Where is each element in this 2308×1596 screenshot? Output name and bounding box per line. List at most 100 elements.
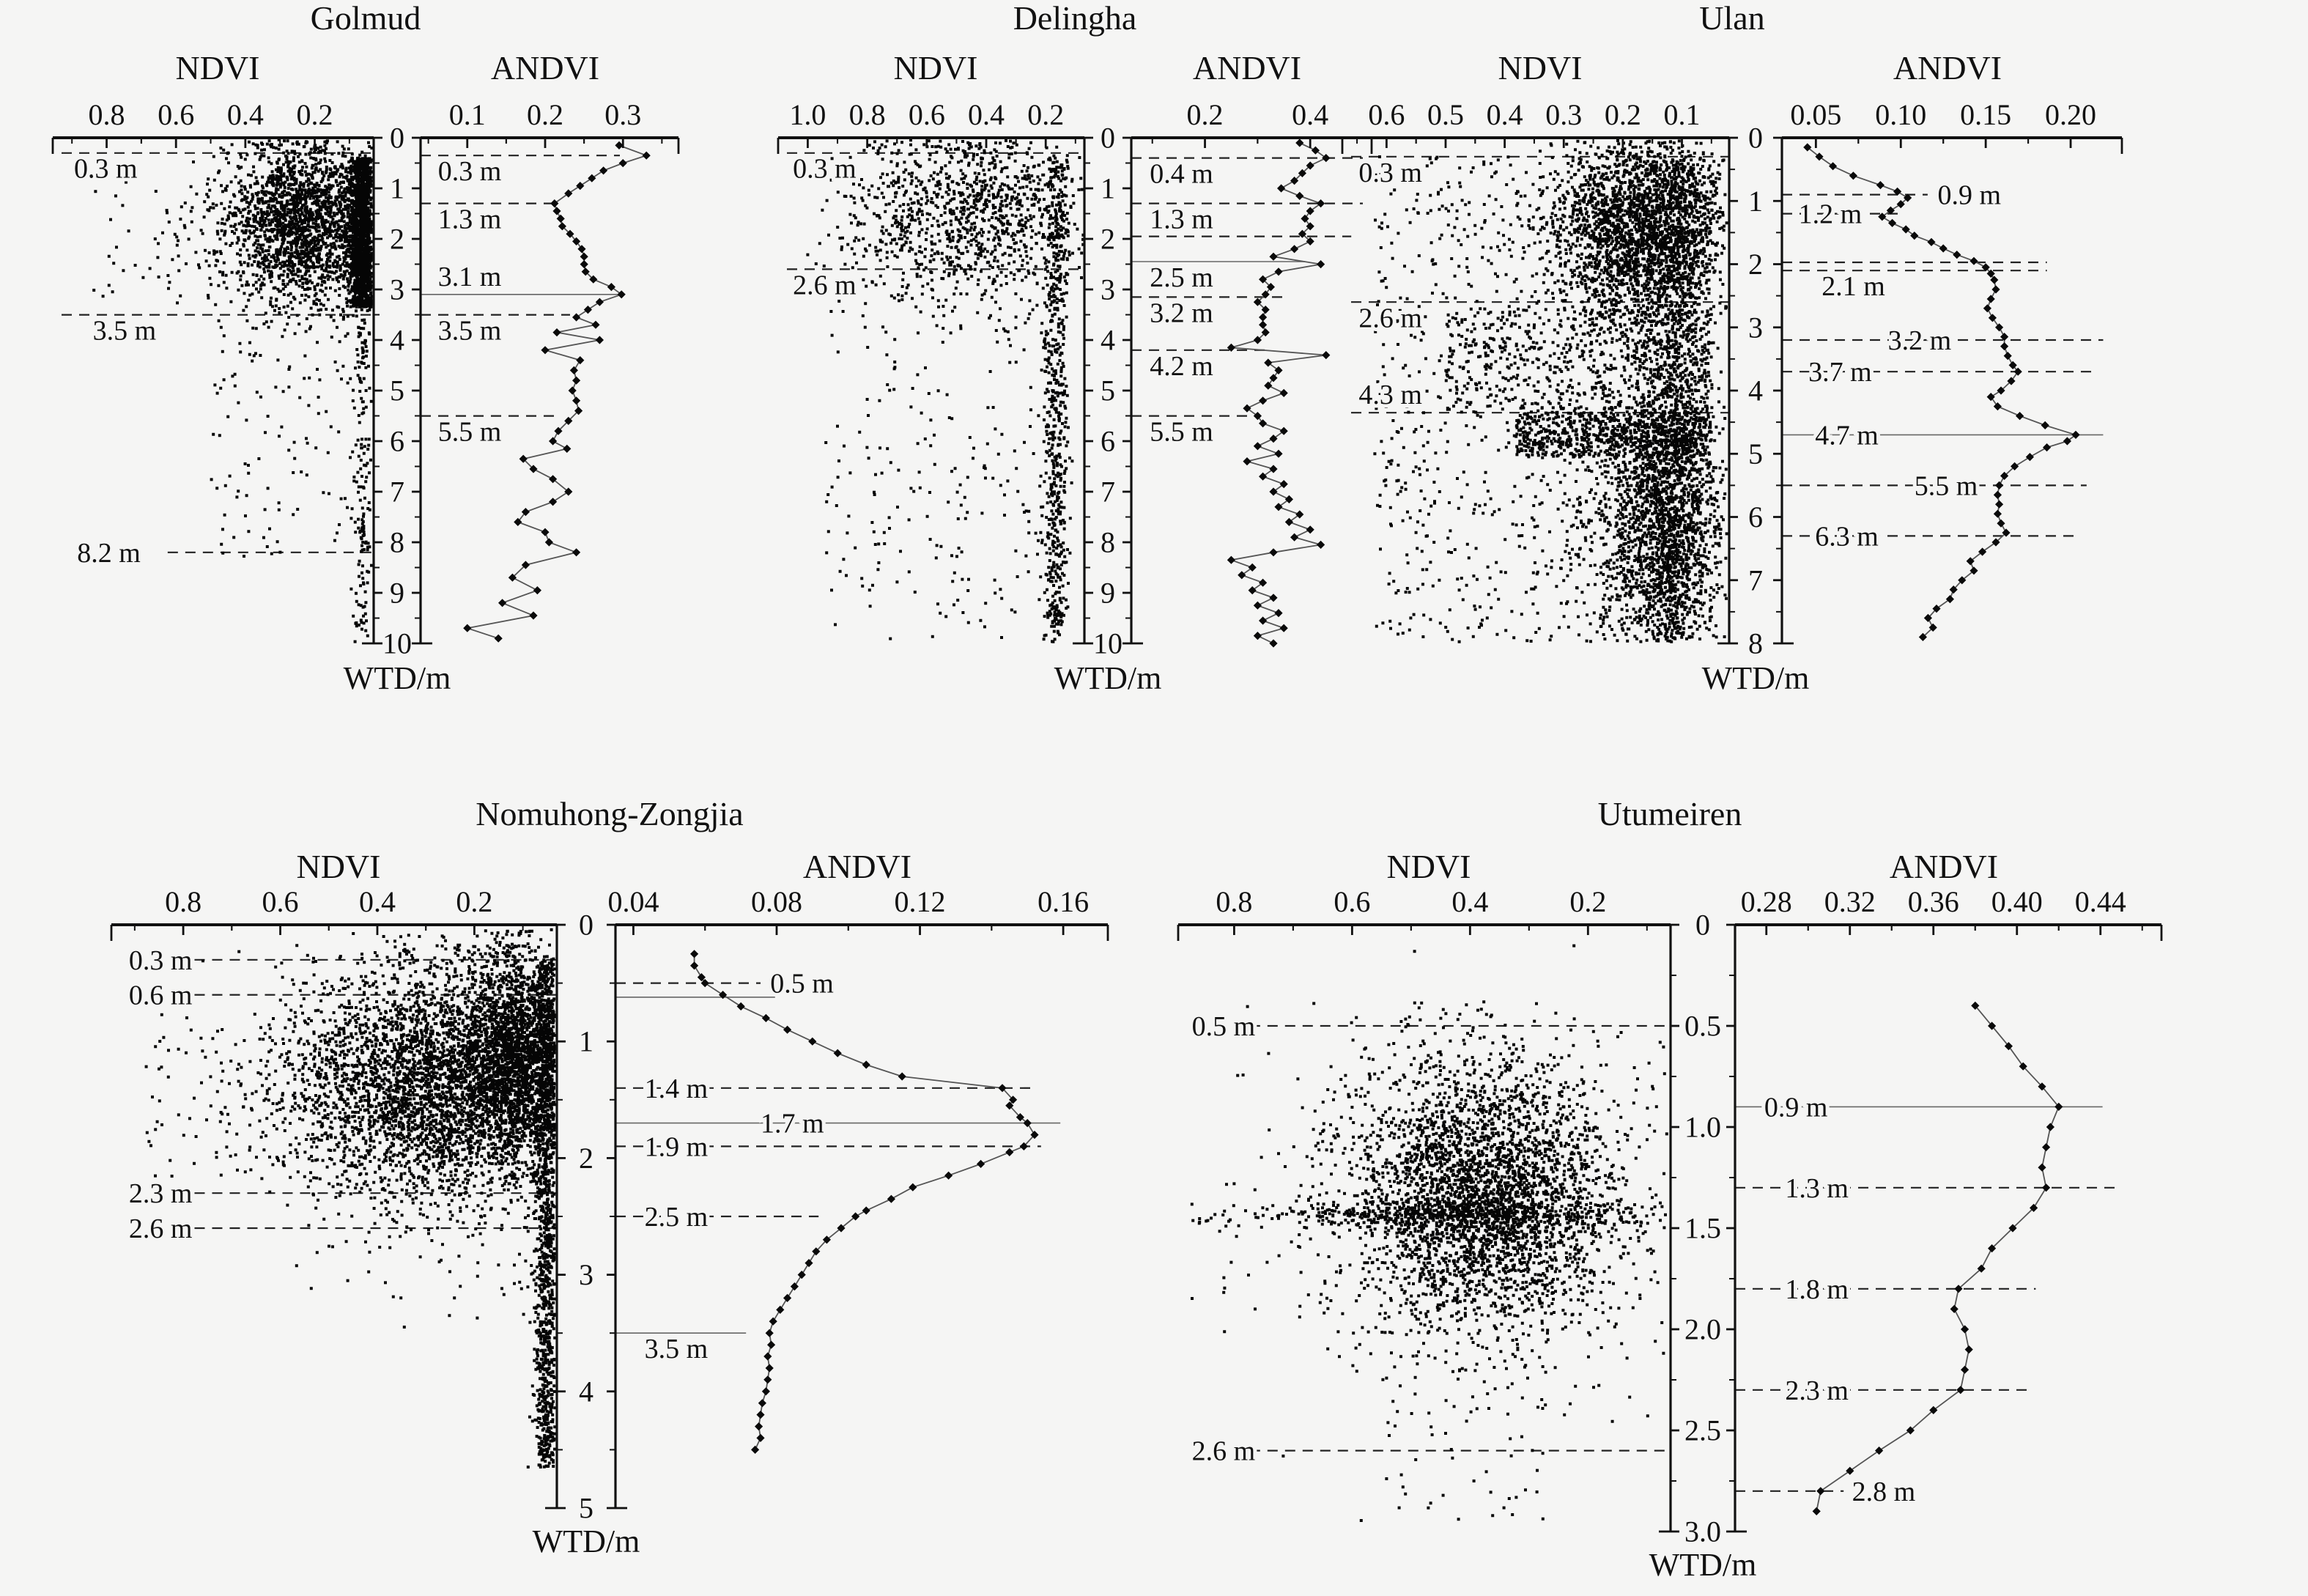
ndvi-axis-title: NDVI: [296, 849, 381, 885]
svg-text:0.9 m: 0.9 m: [1937, 180, 2001, 211]
svg-text:4.3 m: 4.3 m: [1358, 380, 1422, 410]
svg-text:2.6 m: 2.6 m: [1358, 303, 1422, 333]
svg-text:0.2: 0.2: [456, 885, 492, 918]
svg-text:2.3 m: 2.3 m: [1785, 1375, 1849, 1406]
tick-labels: 0.8 0.6 0.4 0.2 0.04 0.08 0.12 0.16 0 1 2 3 4 5: [165, 885, 1089, 1525]
svg-text:3.2 m: 3.2 m: [1888, 325, 1952, 356]
svg-text:2.6 m: 2.6 m: [793, 270, 857, 300]
svg-text:0.08: 0.08: [751, 885, 802, 918]
andvi-profile-markers: [690, 950, 1039, 1454]
svg-text:0.8: 0.8: [1216, 885, 1252, 918]
svg-text:0.3: 0.3: [604, 98, 641, 131]
svg-text:6: 6: [390, 425, 404, 458]
svg-text:0.3 m: 0.3 m: [74, 154, 138, 185]
svg-text:5: 5: [390, 374, 404, 407]
svg-text:7: 7: [390, 476, 404, 509]
andvi-axis-title: ANDVI: [1192, 50, 1302, 86]
ndvi-axis-title: NDVI: [1498, 50, 1583, 86]
svg-text:3.7 m: 3.7 m: [1808, 357, 1872, 388]
annotation-lines: [1249, 1024, 2120, 1492]
axes: [1341, 136, 2123, 645]
svg-text:8: 8: [1101, 526, 1115, 559]
svg-text:0.4: 0.4: [968, 98, 1005, 131]
svg-text:0.9 m: 0.9 m: [1764, 1092, 1828, 1123]
svg-text:3.5 m: 3.5 m: [438, 316, 502, 347]
svg-text:0.1: 0.1: [1664, 98, 1701, 131]
tick-labels: 0.8 0.6 0.4 0.2 0.1 0.2 0.3 0 1 2 3 4 5 6 7 8 9 10: [89, 98, 642, 660]
svg-text:0.4 m: 0.4 m: [1150, 159, 1213, 190]
andvi-axis-title: ANDVI: [802, 849, 912, 885]
svg-text:2.1 m: 2.1 m: [1821, 271, 1885, 302]
ndvi-axis-title: NDVI: [175, 50, 260, 86]
svg-text:0.6: 0.6: [158, 98, 194, 131]
svg-text:2.5 m: 2.5 m: [1150, 262, 1213, 293]
scatter-points: [89, 138, 374, 643]
andvi-axis-title: ANDVI: [490, 50, 600, 86]
svg-text:8.2 m: 8.2 m: [77, 538, 141, 569]
svg-text:0.3 m: 0.3 m: [1358, 158, 1422, 188]
svg-text:2: 2: [390, 223, 404, 256]
svg-text:1: 1: [1101, 172, 1115, 205]
svg-text:5.5 m: 5.5 m: [1915, 470, 1978, 501]
svg-text:0: 0: [390, 122, 404, 155]
andvi-profile-markers: [1812, 1001, 2063, 1515]
svg-text:2.3 m: 2.3 m: [129, 1178, 193, 1209]
svg-text:0.2: 0.2: [1187, 98, 1224, 131]
svg-text:0.5 m: 0.5 m: [770, 969, 834, 1000]
svg-text:1.8 m: 1.8 m: [1785, 1274, 1849, 1305]
andvi-profile-line: [693, 953, 1036, 1450]
svg-text:5: 5: [1748, 437, 1763, 470]
panel-group-utumeiren: Utumeiren NDVI ANDVI 0.8 0.6 0.4 0.2 0.28 0.3…: [1177, 781, 2163, 1596]
panel-group-delingha: Delingha NDVI ANDVI 1.0 0.8 0.6 0.4 0.2 0.2 0.…: [777, 0, 1373, 709]
svg-text:0.3 m: 0.3 m: [129, 945, 193, 976]
svg-text:0.4: 0.4: [359, 885, 396, 918]
wtd-axis-label: WTD/m: [343, 660, 451, 696]
panel-title: Ulan: [1699, 0, 1765, 37]
svg-text:0.3: 0.3: [1545, 98, 1582, 131]
svg-text:1.9 m: 1.9 m: [645, 1131, 709, 1162]
svg-text:0.6: 0.6: [1368, 98, 1405, 131]
svg-text:2.6 m: 2.6 m: [1192, 1436, 1256, 1467]
svg-text:2: 2: [579, 1142, 593, 1175]
svg-text:3.2 m: 3.2 m: [1150, 298, 1213, 328]
svg-text:0.16: 0.16: [1038, 885, 1089, 918]
panel-title: Utumeiren: [1597, 796, 1742, 832]
svg-text:1.3 m: 1.3 m: [438, 204, 502, 235]
svg-text:0.2: 0.2: [1027, 98, 1064, 131]
svg-text:1.5: 1.5: [1684, 1212, 1721, 1245]
svg-text:7: 7: [1748, 564, 1763, 596]
svg-text:6: 6: [1748, 500, 1763, 533]
svg-text:9: 9: [390, 577, 404, 610]
svg-text:0.6: 0.6: [262, 885, 299, 918]
svg-text:4: 4: [1748, 374, 1763, 407]
svg-text:0.15: 0.15: [1960, 98, 2011, 131]
annotation-labels: 0.3 m 3.5 m 8.2 m 0.3 m 1.3 m 3.1 m 3.5 m 5.5 m: [70, 150, 505, 572]
svg-text:0.32: 0.32: [1824, 885, 1876, 918]
wtd-axis-label: WTD/m: [1649, 1546, 1757, 1583]
svg-text:0.8: 0.8: [165, 885, 201, 918]
svg-text:4.7 m: 4.7 m: [1815, 420, 1879, 451]
svg-text:8: 8: [390, 526, 404, 559]
svg-text:1.0: 1.0: [789, 98, 826, 131]
svg-text:0.5: 0.5: [1427, 98, 1464, 131]
svg-text:0.2: 0.2: [527, 98, 563, 131]
svg-text:2.0: 2.0: [1684, 1313, 1721, 1346]
svg-text:0.2: 0.2: [1605, 98, 1641, 131]
andvi-profile-line: [1228, 142, 1328, 644]
wtd-axis-label: WTD/m: [532, 1523, 640, 1559]
svg-text:0.2: 0.2: [297, 98, 333, 131]
svg-text:6.3 m: 6.3 m: [1815, 521, 1879, 552]
annotation-lines: [177, 958, 1061, 1334]
svg-text:2.8 m: 2.8 m: [1852, 1477, 1916, 1507]
svg-text:1.4 m: 1.4 m: [645, 1074, 709, 1104]
svg-text:2: 2: [1101, 223, 1115, 256]
svg-text:0.8: 0.8: [89, 98, 125, 131]
annotation-lines: [787, 152, 1363, 417]
svg-text:0.40: 0.40: [1991, 885, 2043, 918]
svg-text:1: 1: [1748, 185, 1763, 218]
svg-text:0.3 m: 0.3 m: [793, 154, 857, 185]
svg-text:1: 1: [579, 1025, 593, 1058]
svg-text:2.5 m: 2.5 m: [645, 1202, 709, 1233]
svg-text:0.4: 0.4: [1451, 885, 1488, 918]
